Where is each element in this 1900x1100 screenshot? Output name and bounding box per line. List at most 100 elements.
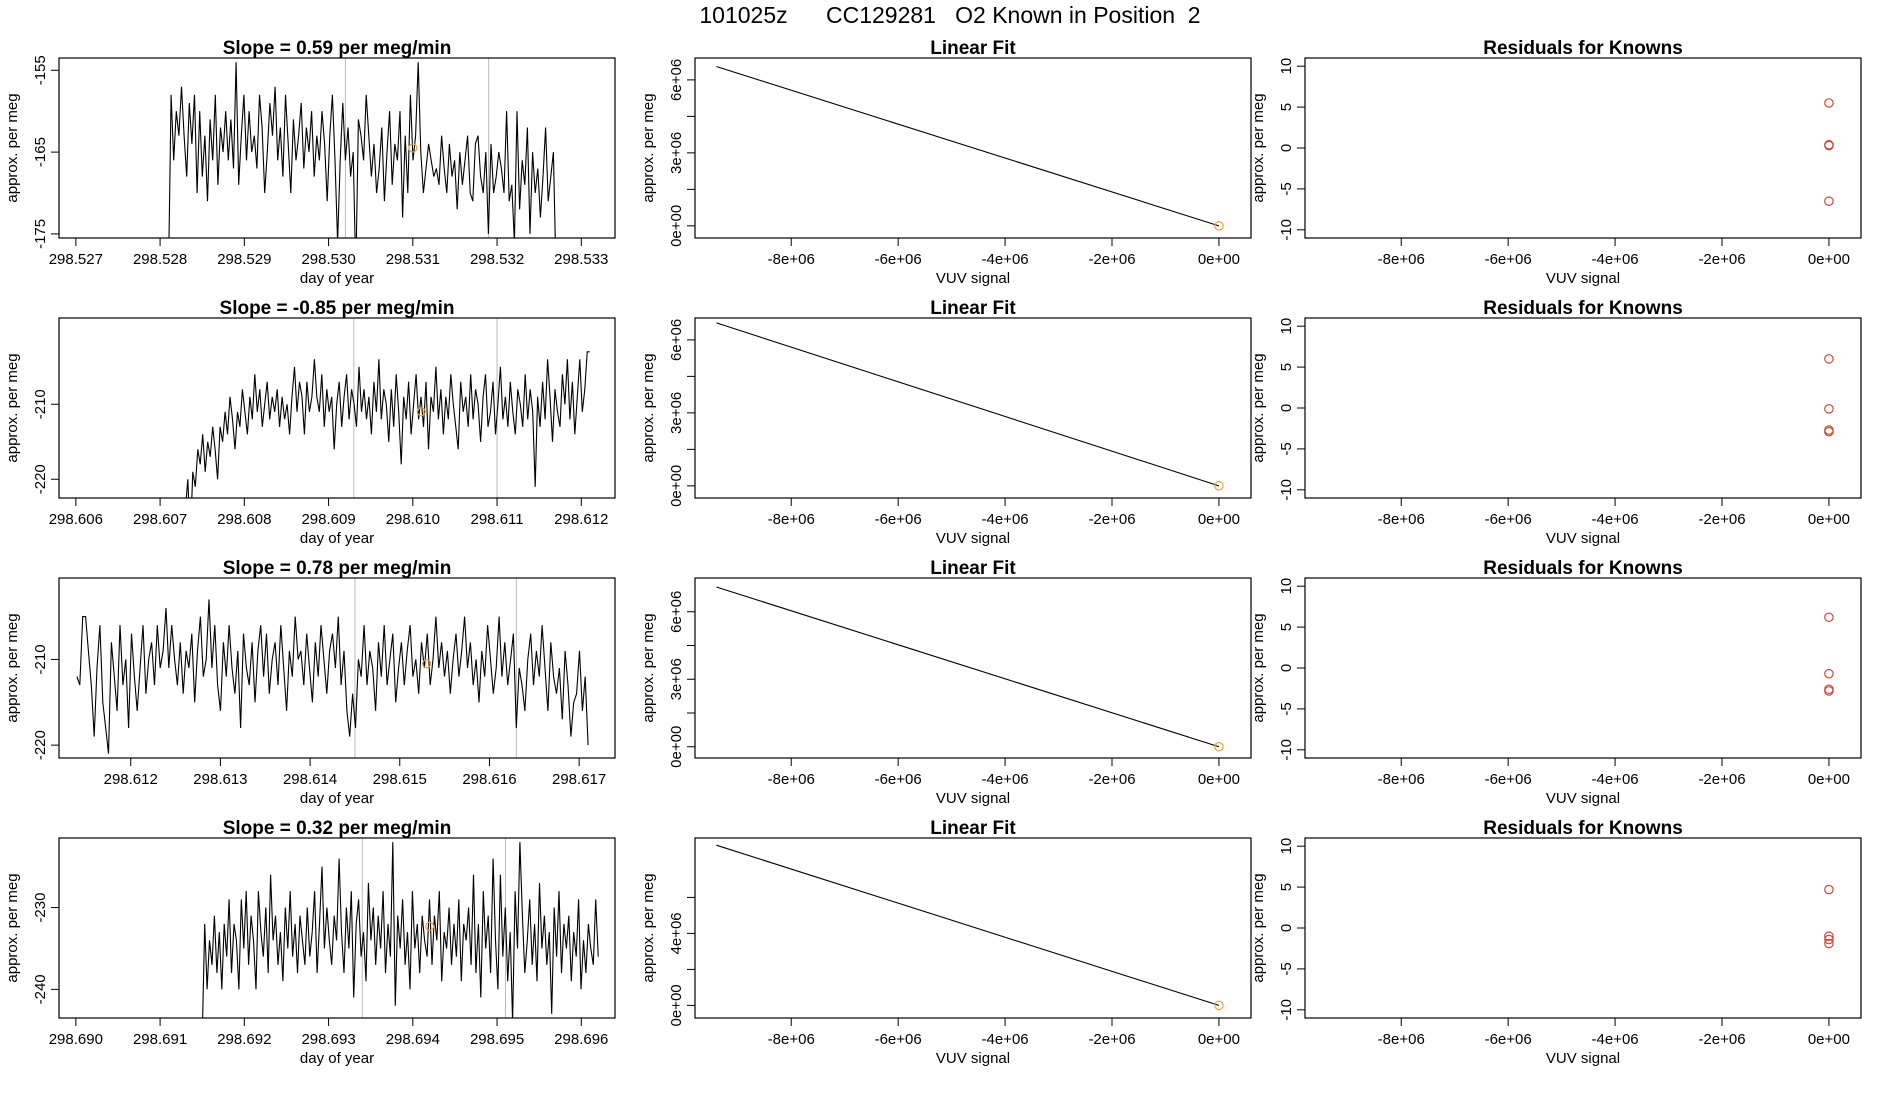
data-point	[1824, 934, 1834, 945]
y-tick-label: -220	[32, 730, 49, 760]
x-tick-label: -4e+06	[982, 251, 1029, 268]
y-tick-label: -5	[1278, 182, 1295, 195]
x-tick-label: 298.694	[386, 1031, 440, 1048]
x-tick-label: -2e+06	[1088, 511, 1135, 528]
data-point	[1214, 481, 1224, 491]
x-tick-label: -6e+06	[1485, 771, 1532, 788]
y-tick-label: 5	[1278, 883, 1295, 891]
x-tick-label: 298.532	[470, 251, 524, 268]
y-tick-label: -5	[1278, 962, 1295, 975]
y-tick-label: -175	[32, 219, 49, 249]
x-tick-label: 298.608	[217, 511, 271, 528]
data-point	[1824, 612, 1834, 623]
y-tick-label: -165	[32, 137, 49, 167]
y-tick-label: 0e+00	[668, 205, 685, 247]
x-tick-label: -8e+06	[768, 771, 815, 788]
x-tick-label: 298.533	[554, 251, 608, 268]
x-tick-label: -8e+06	[768, 511, 815, 528]
y-tick-label: 5	[1278, 103, 1295, 111]
x-tick-label: -8e+06	[1378, 1031, 1425, 1048]
x-axis-label: day of year	[300, 270, 374, 287]
fit-line	[716, 586, 1220, 748]
x-tick-label: -6e+06	[875, 771, 922, 788]
x-tick-label: -6e+06	[1485, 1031, 1532, 1048]
plot-frame	[58, 317, 616, 499]
y-axis-label: approx. per meg	[640, 353, 657, 462]
plot-title: Residuals for Knowns	[1483, 298, 1683, 319]
x-tick-label: -6e+06	[875, 511, 922, 528]
y-tick-label: 6e+06	[668, 319, 685, 361]
x-tick-label: 298.696	[554, 1031, 608, 1048]
x-tick-label: 298.613	[193, 771, 247, 788]
y-tick-label: 6e+06	[668, 59, 685, 101]
x-tick-label: 0e+00	[1808, 511, 1850, 528]
x-axis-label: VUV signal	[1546, 790, 1620, 807]
data-series-line	[202, 842, 599, 1018]
plot-title: Linear Fit	[930, 558, 1016, 579]
data-point	[1824, 938, 1834, 949]
y-axis-label: approx. per meg	[640, 873, 657, 982]
y-tick-label: -240	[32, 974, 49, 1004]
x-tick-label: 0e+00	[1198, 1031, 1240, 1048]
x-tick-label: -4e+06	[982, 1031, 1029, 1048]
y-tick-label: 4e+06	[668, 912, 685, 954]
y-axis-label: approx. per meg	[1250, 613, 1267, 722]
x-axis-label: VUV signal	[936, 790, 1010, 807]
x-tick-label: 298.528	[133, 251, 187, 268]
x-tick-label: 0e+00	[1808, 251, 1850, 268]
fit-line	[716, 322, 1220, 487]
mean-marker	[425, 921, 435, 931]
x-tick-label: -4e+06	[1592, 771, 1639, 788]
x-tick-label: 298.691	[133, 1031, 187, 1048]
plot-frame	[1304, 317, 1862, 499]
y-axis-label: approx. per meg	[1250, 353, 1267, 462]
x-tick-label: 298.527	[49, 251, 103, 268]
plot-frame	[58, 577, 616, 759]
y-tick-label: 5	[1278, 623, 1295, 631]
y-tick-label: -5	[1278, 442, 1295, 455]
x-tick-label: -2e+06	[1698, 771, 1745, 788]
x-tick-label: -4e+06	[982, 511, 1029, 528]
x-tick-label: -8e+06	[1378, 251, 1425, 268]
x-tick-label: -2e+06	[1088, 771, 1135, 788]
data-point	[1824, 426, 1834, 437]
data-point	[1824, 686, 1834, 696]
mean-marker	[422, 659, 432, 669]
data-point	[1214, 221, 1224, 231]
x-tick-label: -4e+06	[1592, 251, 1639, 268]
plot-title: Residuals for Knowns	[1483, 38, 1683, 59]
x-tick-label: -2e+06	[1698, 1031, 1745, 1048]
x-tick-label: -4e+06	[1592, 511, 1639, 528]
y-tick-label: -5	[1278, 702, 1295, 715]
y-axis-label: approx. per meg	[4, 93, 21, 202]
x-tick-label: -2e+06	[1088, 251, 1135, 268]
y-tick-label: -10	[1278, 999, 1295, 1021]
y-tick-label: 3e+06	[668, 132, 685, 174]
plot-title: Residuals for Knowns	[1483, 818, 1683, 839]
plot-frame	[1304, 837, 1862, 1019]
data-point	[1214, 1000, 1224, 1011]
x-tick-label: 298.617	[552, 771, 606, 788]
data-point	[1214, 741, 1224, 752]
x-axis-label: VUV signal	[1546, 530, 1620, 547]
y-axis-label: approx. per meg	[640, 613, 657, 722]
x-tick-label: -6e+06	[875, 251, 922, 268]
y-tick-label: 5	[1278, 363, 1295, 371]
plot-title: Slope = 0.59 per meg/min	[223, 38, 452, 59]
plot-frame	[694, 577, 1252, 759]
x-tick-label: 0e+00	[1198, 251, 1240, 268]
x-tick-label: 298.530	[301, 251, 355, 268]
x-axis-label: VUV signal	[936, 530, 1010, 547]
y-axis-label: approx. per meg	[640, 93, 657, 202]
x-axis-label: day of year	[300, 1050, 374, 1067]
x-tick-label: 298.690	[49, 1031, 103, 1048]
x-tick-label: -8e+06	[1378, 771, 1425, 788]
plot-frame	[1304, 577, 1862, 759]
x-tick-label: -2e+06	[1088, 1031, 1135, 1048]
plot-title: Linear Fit	[930, 818, 1016, 839]
y-axis-label: approx. per meg	[1250, 93, 1267, 202]
x-tick-label: 298.612	[554, 511, 608, 528]
mean-marker	[416, 407, 426, 417]
plot-title: Slope = 0.78 per meg/min	[223, 558, 452, 579]
